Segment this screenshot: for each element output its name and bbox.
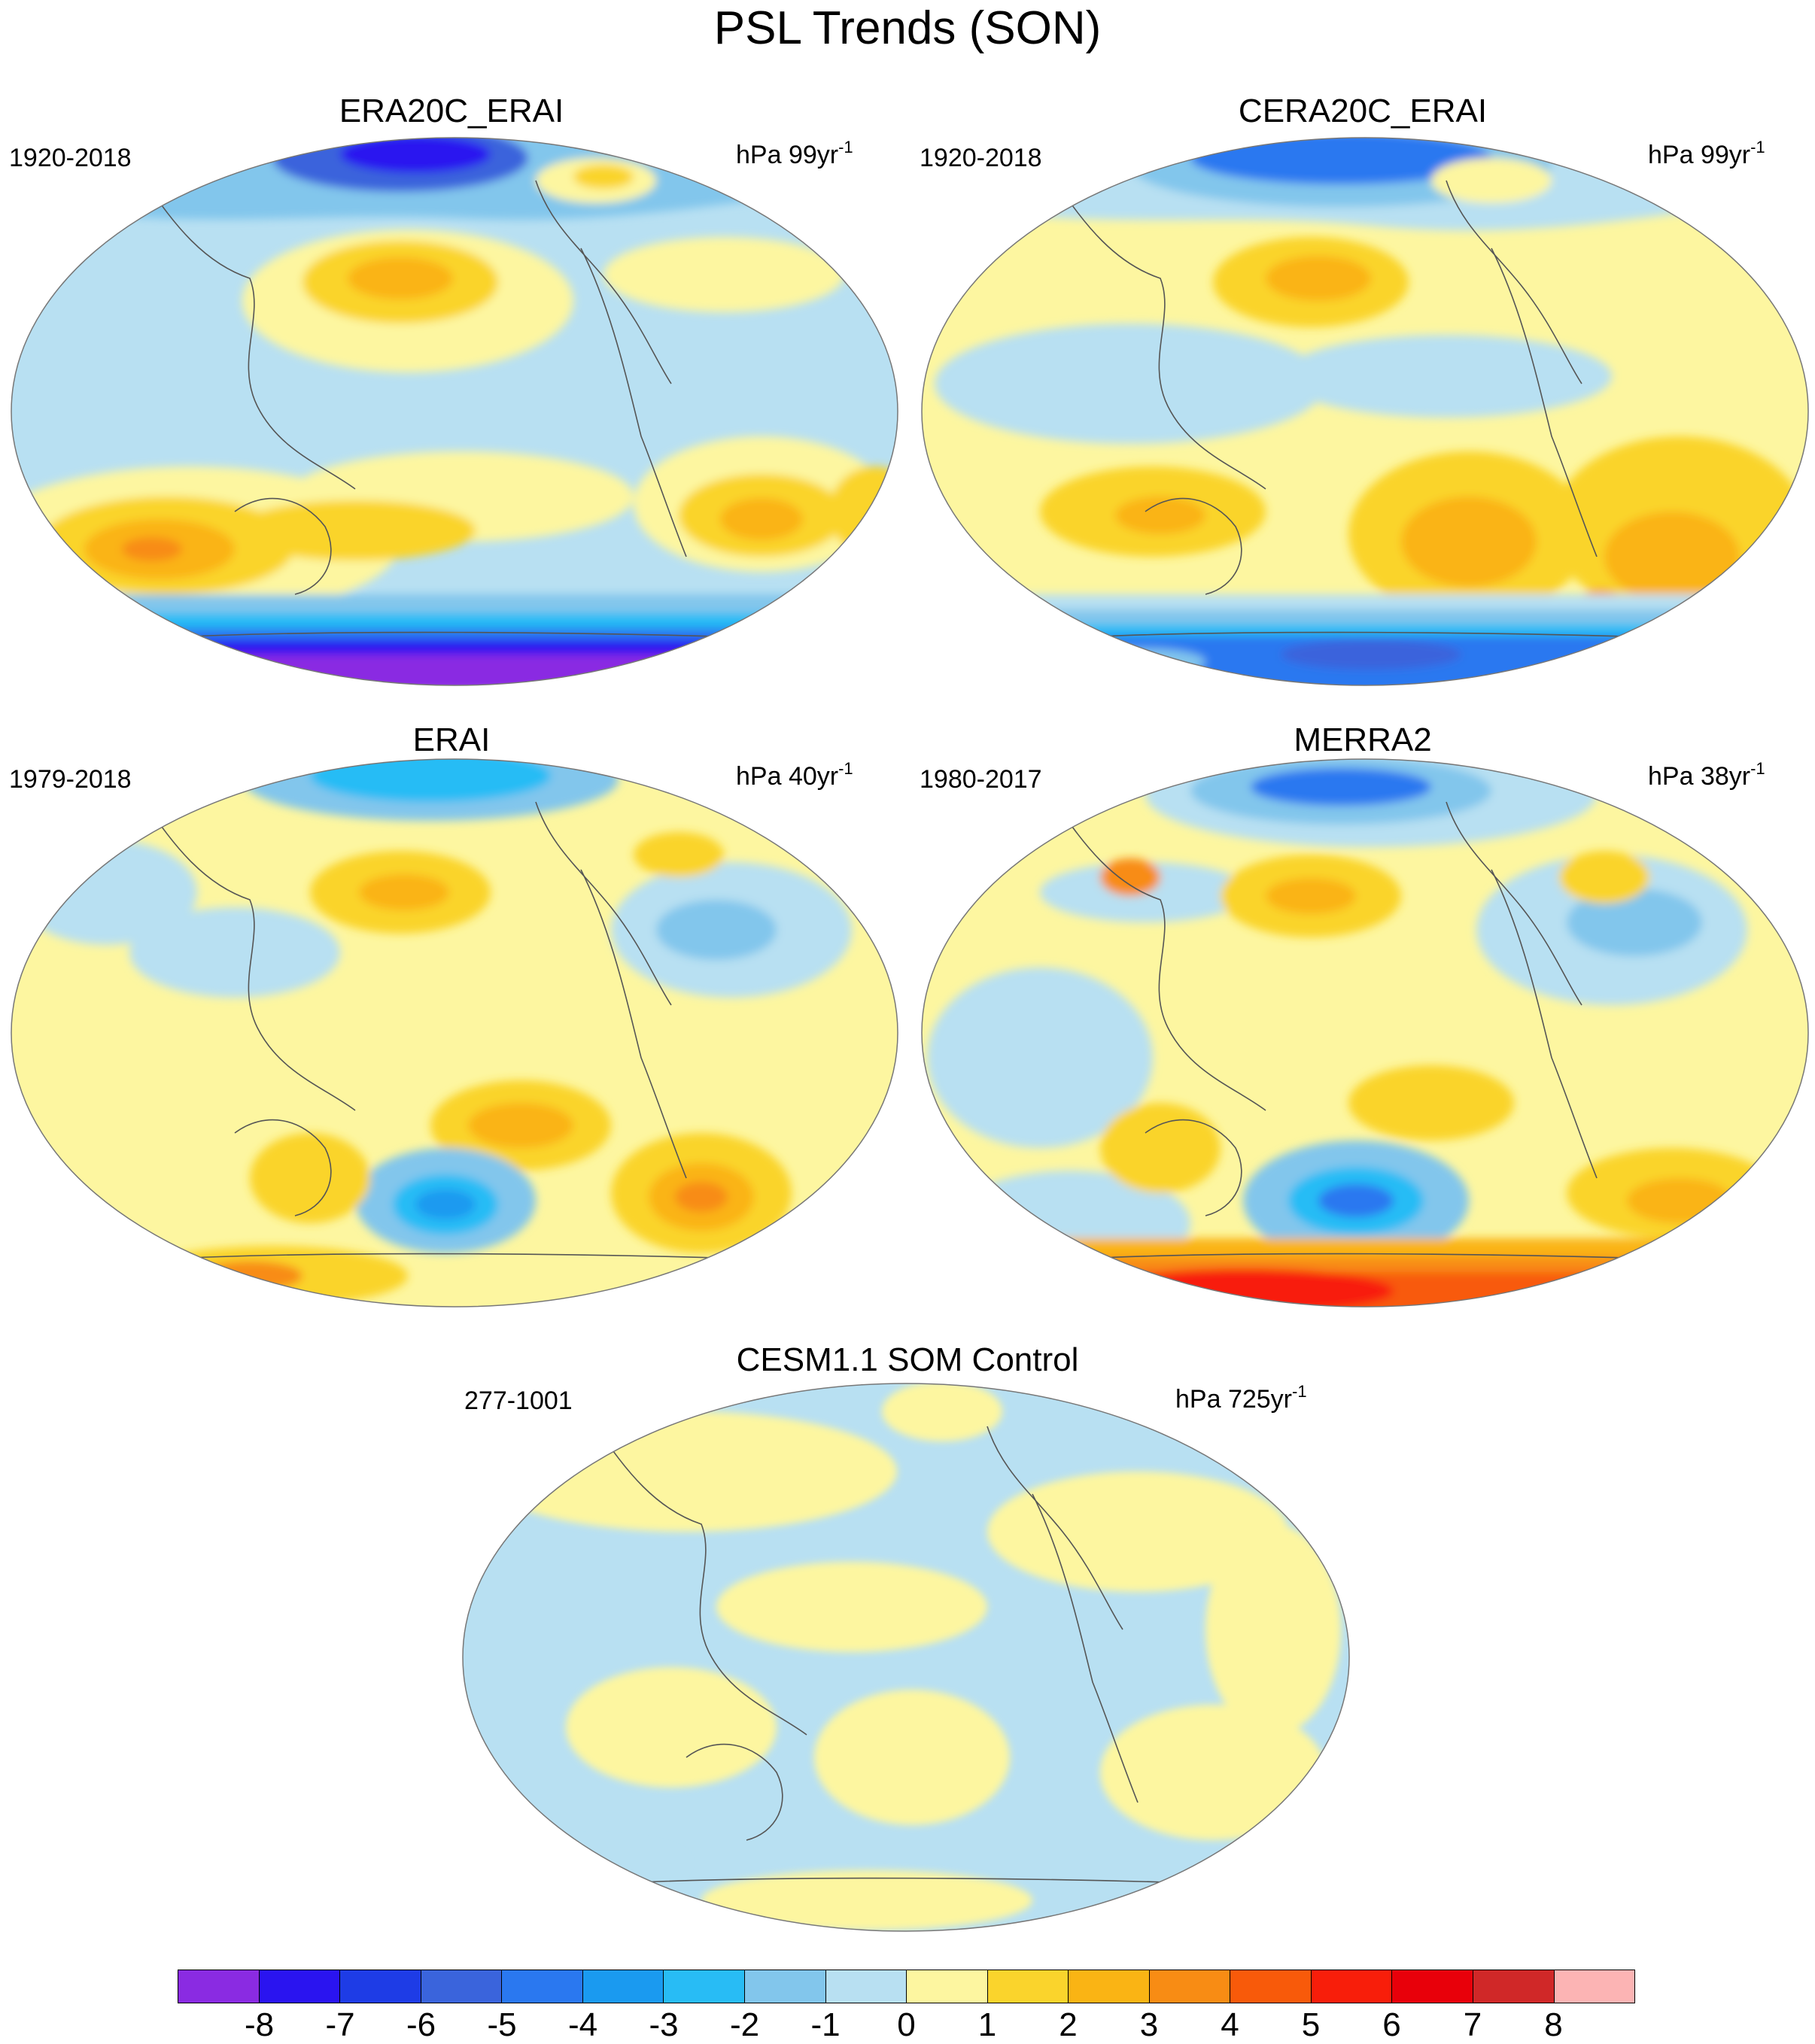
colorbar-box <box>1149 1970 1231 2003</box>
colorbar-box <box>421 1970 503 2003</box>
colorbar-box <box>744 1970 826 2003</box>
figure-title: PSL Trends (SON) <box>713 2 1102 54</box>
colorbar-tick-label: -3 <box>649 2006 679 2043</box>
colorbar-tick-label: 8 <box>1544 2006 1563 2043</box>
colorbar-tick-label: 1 <box>977 2006 997 2043</box>
colorbar-tick-label: 6 <box>1382 2006 1401 2043</box>
coastlines <box>129 801 807 1262</box>
period-era20c-erai: 1920-2018 <box>9 144 132 172</box>
map-cera20c-erai <box>921 137 1809 686</box>
colorbar-box <box>1473 1970 1555 2003</box>
colorbar-tick-label: -7 <box>325 2006 355 2043</box>
units-merra2: hPa 38yr-1 <box>1648 759 1765 791</box>
panel-title-cera20c-erai: CERA20C_ERAI <box>1238 93 1488 129</box>
colorbar-tick-label: 3 <box>1139 2006 1159 2043</box>
colorbar <box>178 1970 1635 2003</box>
colorbar-box <box>907 1970 988 2003</box>
period-cera20c-erai: 1920-2018 <box>920 144 1042 172</box>
period-cesm: 277-1001 <box>464 1386 573 1415</box>
colorbar-box <box>1311 1970 1393 2003</box>
map-era20c-erai <box>11 137 898 686</box>
map-erai <box>11 758 898 1307</box>
panel-title-merra2: MERRA2 <box>1294 721 1432 758</box>
colorbar-box <box>582 1970 664 2003</box>
panel-title-era20c-erai: ERA20C_ERAI <box>339 93 564 129</box>
colorbar-tick-label: -1 <box>810 2006 841 2043</box>
colorbar-box <box>825 1970 908 2003</box>
units-era20c-erai: hPa 99yr-1 <box>736 138 853 169</box>
colorbar-box <box>1392 1970 1473 2003</box>
units-erai: hPa 40yr-1 <box>736 759 853 791</box>
colorbar-box <box>664 1970 745 2003</box>
colorbar-tick-label: -8 <box>244 2006 275 2043</box>
colorbar-tick-label: -2 <box>729 2006 760 2043</box>
colorbar-box <box>259 1970 341 2003</box>
units-cera20c-erai: hPa 99yr-1 <box>1648 138 1765 169</box>
colorbar-box <box>1069 1970 1150 2003</box>
period-erai: 1979-2018 <box>9 765 132 794</box>
map-cesm <box>462 1383 1350 1932</box>
panel-title-erai: ERAI <box>412 721 491 758</box>
colorbar-tick-label: 2 <box>1059 2006 1078 2043</box>
colorbar-tick-label: 7 <box>1463 2006 1482 2043</box>
units-cesm: hPa 725yr-1 <box>1175 1382 1307 1414</box>
colorbar-box <box>340 1970 421 2003</box>
colorbar-tick-label: -6 <box>406 2006 436 2043</box>
colorbar-tick-label: 0 <box>897 2006 916 2043</box>
period-merra2: 1980-2017 <box>920 765 1042 794</box>
coastlines <box>1039 180 1718 640</box>
colorbar-box <box>987 1970 1069 2003</box>
colorbar-tick-label: 5 <box>1301 2006 1321 2043</box>
colorbar-box <box>178 1970 260 2003</box>
panel-title-cesm: CESM1.1 SOM Control <box>736 1341 1079 1378</box>
map-merra2 <box>921 758 1809 1307</box>
colorbar-box <box>1554 1970 1635 2003</box>
colorbar-tick-label: 4 <box>1221 2006 1239 2043</box>
colorbar-tick-label: -4 <box>567 2006 598 2043</box>
colorbar-tick-label: -5 <box>487 2006 517 2043</box>
colorbar-box <box>502 1970 583 2003</box>
colorbar-labels: -8 -7 -6 -5 -4 -3 -2 -1 0 1 2 3 4 5 6 7 8 <box>0 2007 1815 2043</box>
colorbar-box <box>1230 1970 1312 2003</box>
